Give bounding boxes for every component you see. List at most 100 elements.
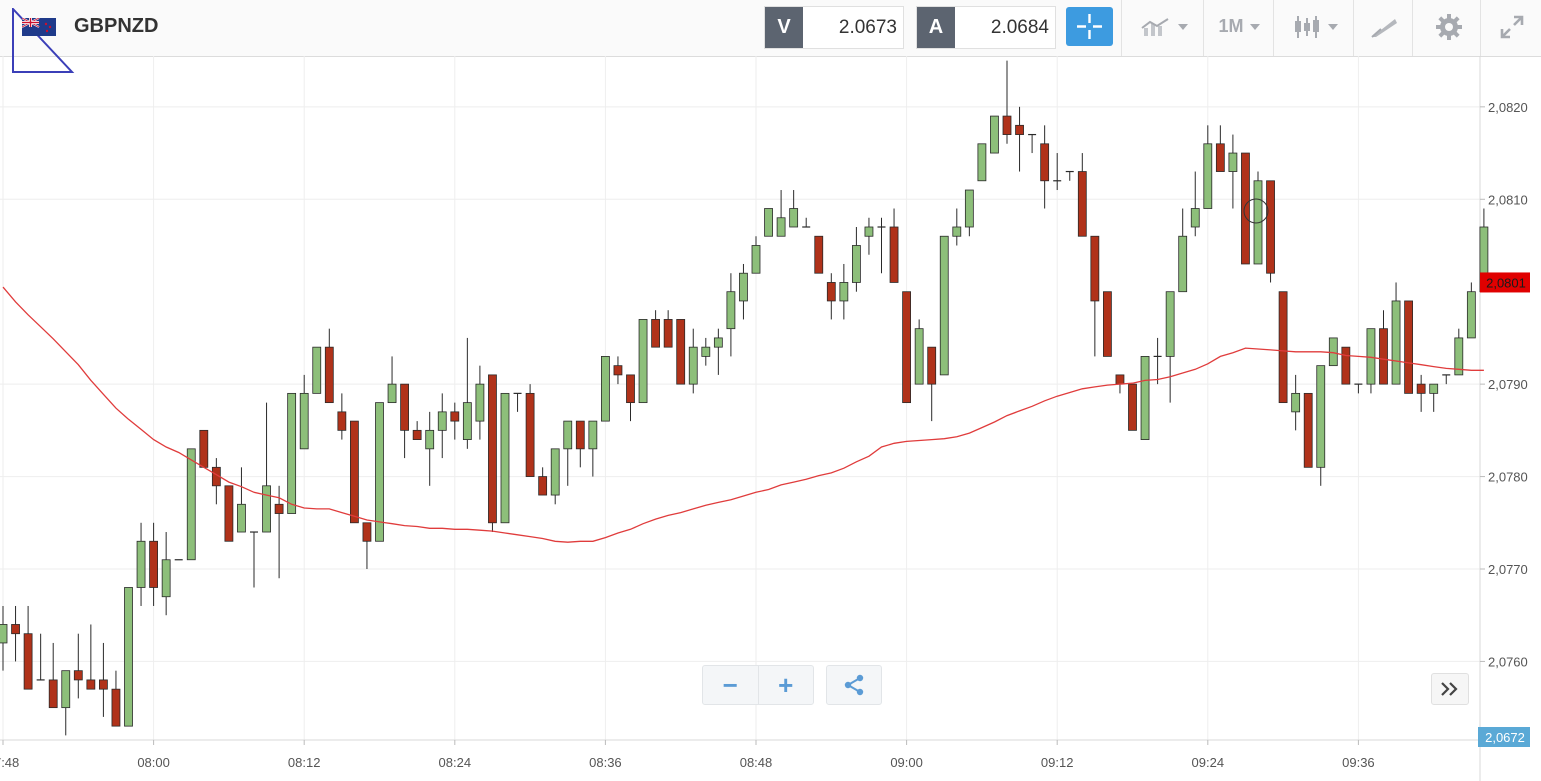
candle-body: [601, 356, 610, 422]
candle-down: [199, 429, 209, 468]
current-price-tag: 2,0801: [1480, 272, 1530, 293]
candle-body: [124, 587, 133, 727]
candle-down: [575, 420, 585, 468]
crosshair-cursor: [1243, 198, 1269, 224]
chevron-down-icon: [1249, 23, 1260, 30]
candle-up: [638, 319, 648, 404]
price-chart[interactable]: 2,0820 2,0810 2,0790 2,0780 2,0770 2,0760 07:…: [0, 56, 1541, 781]
candle-body: [927, 346, 937, 385]
candle-body: [224, 485, 234, 542]
chart-type-button[interactable]: [1284, 6, 1346, 47]
candle-down: [826, 273, 836, 320]
candle-body: [462, 402, 472, 440]
candle-up: [61, 670, 71, 736]
time-tick-label: 08:12: [288, 755, 321, 770]
indicators-button[interactable]: [1132, 6, 1196, 47]
crosshair-button[interactable]: [1066, 7, 1113, 46]
candle-body: [199, 429, 209, 468]
candle-down: [362, 522, 372, 569]
drawing-tools-button[interactable]: [1364, 6, 1404, 47]
candle-down: [1341, 346, 1351, 385]
zoom-in-button[interactable]: +: [757, 666, 814, 704]
candle-up: [1165, 291, 1175, 403]
candle-up: [161, 532, 171, 616]
candle-body: [287, 392, 297, 514]
gbp-nzd-flag-icon: [22, 18, 56, 36]
candle-body: [1454, 337, 1464, 376]
candle-body: [0, 624, 8, 644]
candle-up: [1153, 337, 1162, 385]
share-icon: [844, 674, 864, 696]
sell-price: 2.0673: [838, 16, 897, 38]
candle-down: [412, 421, 422, 440]
candle-body: [1128, 383, 1137, 431]
candle-up: [186, 448, 196, 561]
candle-up: [939, 235, 949, 376]
candle-body: [1040, 143, 1050, 182]
scroll-to-latest-button[interactable]: [1431, 673, 1469, 705]
candle-up: [864, 217, 874, 255]
candle-body: [1391, 300, 1401, 385]
candle-body: [701, 346, 711, 357]
candle-body: [99, 679, 108, 690]
candle-down: [1241, 152, 1250, 265]
candle-up: [1178, 208, 1188, 293]
settings-button[interactable]: [1424, 6, 1474, 47]
candle-body: [1328, 337, 1338, 367]
candle-up: [726, 273, 736, 357]
candle-up: [513, 392, 522, 412]
time-tick-label: 09:36: [1342, 755, 1375, 770]
timeframe-selector[interactable]: 1M: [1210, 6, 1268, 47]
candle-up: [952, 208, 962, 246]
toolbar-separator: [1121, 0, 1122, 56]
crosshair-icon: [1077, 14, 1102, 39]
candle-down: [1002, 60, 1012, 144]
candle-up: [751, 236, 761, 274]
candle-up: [1466, 282, 1476, 339]
buy-quote[interactable]: A 2.0684: [916, 6, 1056, 49]
candle-body: [86, 679, 96, 690]
candle-up: [437, 393, 447, 459]
candle-body: [914, 328, 924, 385]
candle-down: [1077, 153, 1087, 237]
share-button[interactable]: [826, 665, 882, 705]
indicators-icon: [1141, 17, 1169, 36]
candle-body: [1316, 365, 1326, 468]
candle-up: [550, 448, 560, 505]
candle-up: [1065, 170, 1074, 181]
zoom-out-button[interactable]: −: [722, 669, 738, 700]
candle-up: [1253, 171, 1263, 265]
candle-up: [701, 337, 711, 366]
candle-down: [488, 374, 497, 533]
candle-body: [990, 115, 999, 154]
candle-up: [475, 365, 485, 440]
candle-up: [1140, 356, 1150, 440]
candle-body: [588, 420, 598, 450]
candle-up: [237, 467, 246, 533]
candle-down: [1379, 310, 1388, 385]
candle-down: [48, 642, 58, 709]
buy-tag: A: [917, 7, 955, 48]
candle-up: [688, 328, 698, 394]
candle-down: [1103, 291, 1112, 357]
candle-up: [1028, 133, 1037, 154]
fullscreen-button[interactable]: [1490, 6, 1534, 47]
candle-up: [1053, 153, 1062, 191]
candle-body: [864, 226, 874, 237]
candle-body: [1466, 291, 1476, 339]
candle-body: [563, 420, 573, 450]
price-tick-label: 2,0820: [1488, 100, 1528, 115]
chart-grid: [0, 56, 1480, 740]
candlestick-icon: [1295, 15, 1319, 38]
price-tick-label: 2,0790: [1488, 377, 1528, 392]
time-tick-label: 09:24: [1192, 755, 1225, 770]
candle-up: [601, 356, 610, 422]
chart-toolbar: GBPNZD V 2.0673 A 2.0684 1M: [0, 0, 1541, 73]
candle-body: [1404, 300, 1413, 394]
candle-body: [550, 448, 560, 496]
candle-body: [764, 208, 773, 237]
candle-body: [1178, 235, 1188, 293]
corner-triangle-icon: [12, 8, 75, 73]
buy-price: 2.0684: [990, 16, 1049, 38]
sell-quote[interactable]: V 2.0673: [764, 6, 904, 49]
